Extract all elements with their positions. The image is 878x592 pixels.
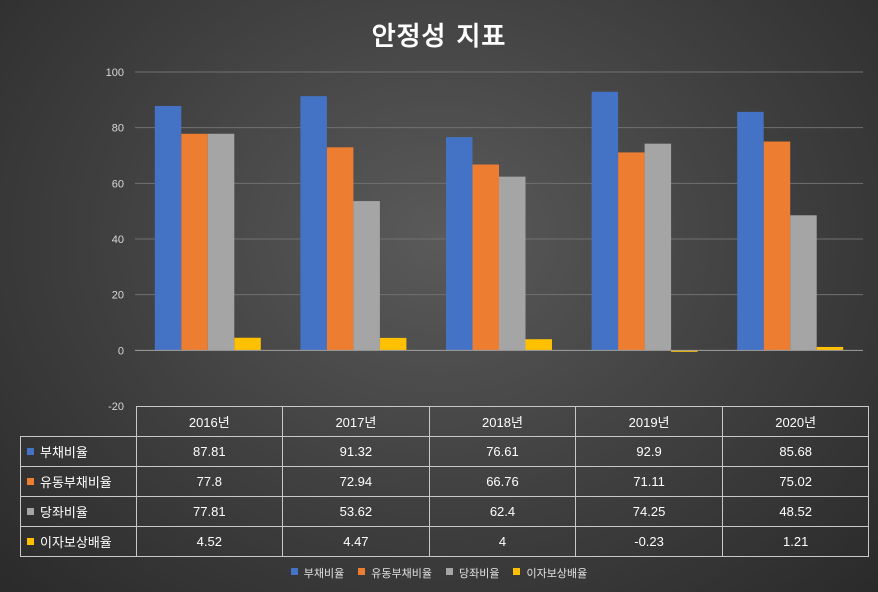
bar-0-4 (737, 111, 764, 351)
bar-2-3 (644, 143, 672, 351)
legend-swatch (27, 538, 34, 545)
legend-swatch (27, 478, 34, 485)
bar-1-3 (618, 152, 645, 351)
series-row-header: 유동부채비율 (20, 466, 137, 497)
category-label: 2016년 (135, 406, 284, 437)
data-cell: -0.23 (575, 526, 723, 557)
data-cell: 87.81 (135, 436, 284, 467)
data-cell: 1.21 (721, 526, 870, 557)
table-corner (20, 406, 137, 437)
y-tick-label: 100 (106, 67, 124, 79)
table-row: 이자보상배율 4.52 4.47 4 -0.23 1.21 (20, 526, 870, 557)
bar-1-4 (763, 141, 791, 351)
series-name: 유동부채비율 (40, 475, 112, 490)
series-row-header: 부채비율 (20, 436, 137, 467)
bar-0-3 (591, 91, 619, 351)
legend-label: 부채비율 (303, 567, 345, 580)
category-label: 2019년 (575, 406, 723, 437)
legend-item: 이자보상배율 (513, 565, 587, 581)
bar-1-2 (472, 164, 499, 351)
legend-swatch (358, 568, 366, 575)
data-table: 2016년 2017년 2018년 2019년 2020년 부채비율 87.81 91.32 7… (20, 406, 870, 557)
data-cell: 53.62 (282, 496, 430, 527)
data-cell: 4.52 (135, 526, 284, 557)
y-tick-label: 20 (112, 290, 124, 302)
y-tick-label: 0 (118, 345, 124, 357)
series-row-header: 이자보상배율 (20, 526, 137, 557)
bar-3-2 (525, 339, 552, 351)
data-cell: 76.61 (428, 436, 577, 467)
bar-2-2 (499, 176, 526, 351)
bar-2-1 (353, 201, 380, 351)
data-cell: 4.47 (282, 526, 430, 557)
category-label: 2020년 (721, 406, 870, 437)
data-cell: 77.8 (135, 466, 284, 497)
data-cell: 62.4 (428, 496, 577, 527)
data-cell: 72.94 (282, 466, 430, 497)
table-row: 부채비율 87.81 91.32 76.61 92.9 85.68 (20, 436, 870, 467)
data-cell: 75.02 (721, 466, 870, 497)
legend: 부채비율 유동부채비율 당좌비율 이자보상배율 (0, 565, 878, 581)
legend-item: 유동부채비율 (358, 565, 432, 581)
bar-3-1 (379, 337, 407, 351)
series-name: 이자보상배율 (40, 535, 112, 550)
data-cell: 71.11 (575, 466, 723, 497)
legend-label: 유동부채비율 (371, 567, 432, 580)
bar-3-4 (816, 346, 844, 351)
bar-0-2 (446, 137, 473, 351)
legend-swatch (27, 448, 34, 455)
data-cell: 4 (428, 526, 577, 557)
legend-swatch (290, 568, 298, 575)
bar-1-0 (181, 133, 208, 351)
table-row: 당좌비율 77.81 53.62 62.4 74.25 48.52 (20, 496, 870, 527)
data-cell: 91.32 (282, 436, 430, 467)
category-label: 2018년 (428, 406, 577, 437)
legend-label: 이자보상배율 (526, 567, 588, 580)
bar-3-3 (671, 350, 698, 352)
data-cell: 92.9 (575, 436, 723, 467)
bar-0-0 (154, 105, 182, 351)
bar-2-0 (207, 133, 235, 351)
y-tick-label: 80 (112, 123, 124, 135)
data-cell: 77.81 (135, 496, 284, 527)
legend-label: 당좌비율 (459, 567, 500, 580)
legend-swatch (446, 568, 453, 575)
data-cell: 66.76 (428, 466, 577, 497)
y-tick-label: 40 (112, 234, 124, 246)
legend-swatch (27, 508, 34, 515)
legend-item: 부채비율 (290, 565, 345, 581)
bar-1-1 (326, 147, 354, 351)
legend-swatch (513, 568, 521, 575)
y-tick-label: 60 (112, 178, 124, 190)
data-cell: 85.68 (721, 436, 870, 467)
table-row: 유동부채비율 77.8 72.94 66.76 71.11 75.02 (20, 466, 870, 497)
series-name: 당좌비율 (40, 505, 88, 520)
series-row-header: 당좌비율 (20, 496, 137, 527)
category-label: 2017년 (282, 406, 430, 437)
bar-3-0 (234, 337, 261, 351)
data-cell: 48.52 (721, 496, 870, 527)
chart-title: 안정성 지표 (371, 22, 507, 52)
data-cell: 74.25 (575, 496, 723, 527)
bar-0-1 (300, 96, 327, 351)
series-name: 부채비율 (40, 445, 88, 460)
legend-item: 당좌비율 (446, 565, 499, 581)
bar-2-4 (790, 215, 817, 351)
